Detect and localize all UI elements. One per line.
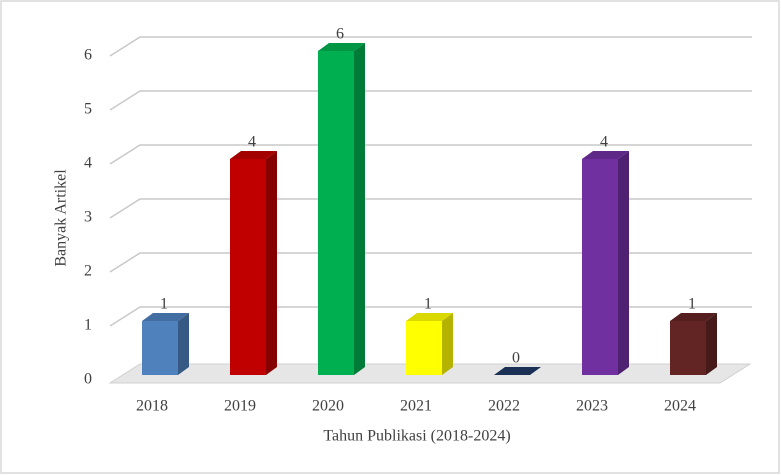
value-label: 0 bbox=[512, 350, 520, 367]
x-axis-title: Tahun Publikasi (2018-2024) bbox=[323, 428, 510, 445]
bar bbox=[318, 51, 354, 375]
bar-side bbox=[618, 151, 629, 375]
bar-top bbox=[494, 367, 541, 375]
y-tick-label: 0 bbox=[84, 371, 92, 388]
bar-top bbox=[230, 151, 277, 159]
grid-line bbox=[109, 36, 752, 57]
y-tick-label: 6 bbox=[84, 47, 92, 64]
bar-top bbox=[582, 151, 629, 159]
value-label: 1 bbox=[688, 296, 696, 313]
y-tick-label: 5 bbox=[84, 101, 92, 118]
bar-side bbox=[706, 313, 717, 375]
value-label: 4 bbox=[600, 134, 608, 151]
bar-top bbox=[406, 313, 453, 321]
bar-top bbox=[142, 313, 189, 321]
x-tick-label: 2024 bbox=[664, 398, 696, 415]
bar-top bbox=[318, 43, 365, 51]
y-tick-label: 4 bbox=[84, 155, 92, 172]
y-tick-label: 2 bbox=[84, 263, 92, 280]
bar bbox=[582, 159, 618, 375]
y-tick-label: 1 bbox=[84, 317, 92, 334]
bar-top bbox=[670, 313, 717, 321]
bar bbox=[406, 321, 442, 375]
y-axis-title: Banyak Artikel bbox=[53, 169, 70, 267]
x-tick-label: 2020 bbox=[312, 398, 344, 415]
value-label: 1 bbox=[160, 296, 168, 313]
bar-side bbox=[178, 313, 189, 375]
x-tick-label: 2023 bbox=[576, 398, 608, 415]
grid-line bbox=[109, 144, 752, 165]
bar bbox=[230, 159, 266, 375]
y-tick-label: 3 bbox=[84, 209, 92, 226]
x-tick-label: 2019 bbox=[224, 398, 256, 415]
value-label: 6 bbox=[336, 26, 344, 43]
bar bbox=[142, 321, 178, 375]
bar-side bbox=[354, 43, 365, 375]
bar-side bbox=[266, 151, 277, 375]
grid-line bbox=[109, 198, 752, 219]
x-tick-label: 2022 bbox=[488, 398, 520, 415]
bar-side bbox=[442, 313, 453, 375]
x-tick-label: 2018 bbox=[136, 398, 168, 415]
value-label: 4 bbox=[248, 134, 256, 151]
grid-line bbox=[109, 306, 752, 327]
grid-line bbox=[109, 90, 752, 111]
value-label: 1 bbox=[424, 296, 432, 313]
grid-line bbox=[109, 252, 752, 273]
x-tick-label: 2021 bbox=[400, 398, 432, 415]
bar bbox=[670, 321, 706, 375]
